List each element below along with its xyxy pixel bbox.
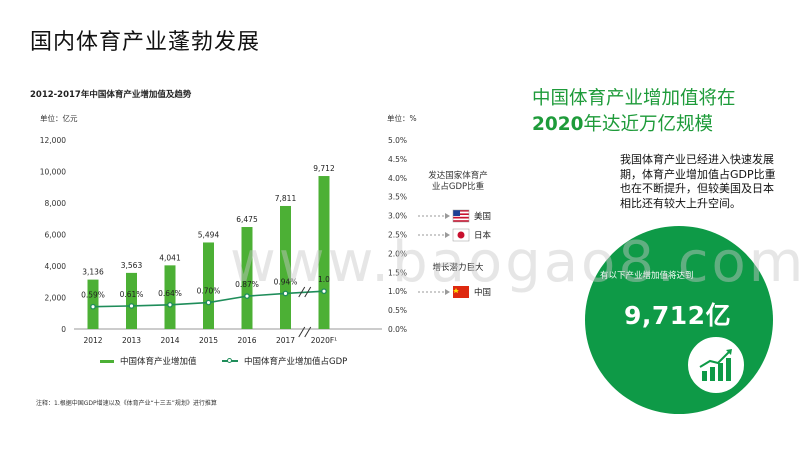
axis-break-mark [304, 286, 312, 298]
right-tick-label: 2.5% [388, 231, 407, 240]
page-title: 国内体育产业蓬勃发展 [30, 30, 261, 55]
right-axis-unit: 单位：% [387, 114, 417, 123]
headline-rest: 年达近万亿规模 [583, 114, 714, 135]
china-flag-star [453, 288, 459, 293]
category-label: 2017 [276, 336, 295, 345]
right-tick-label: 4.5% [388, 155, 407, 164]
bar-value-label: 3,136 [82, 268, 104, 277]
bar-value-label: 5,494 [198, 230, 220, 239]
share-value-label: 0.61% [120, 290, 144, 299]
legend-line-marker [227, 358, 232, 363]
us-flag-stripe [453, 218, 469, 221]
us-flag-canton [453, 210, 460, 216]
right-tick-label: 1.5% [388, 268, 407, 277]
axis-break-mark [304, 326, 312, 338]
share-value-label: 0.87% [235, 280, 259, 289]
arrow-head [445, 232, 450, 238]
description-text: 我国体育产业已经进入快速发展期，体育产业增加值占GDP比重也在不断提升，但较美国… [620, 153, 776, 210]
right-tick-label: 4.0% [388, 174, 407, 183]
category-label: 2015 [199, 336, 218, 345]
us-flag-stripe [453, 216, 469, 219]
axis-break-mark [298, 286, 306, 298]
growth-chart-icon [686, 335, 746, 395]
japan-flag-sun [457, 231, 465, 239]
left-axis-unit: 单位：亿元 [40, 114, 78, 123]
highlight-bubble [585, 226, 773, 414]
share-point [90, 303, 96, 310]
bubble-value: 9,712亿 [624, 301, 732, 330]
chart-footnote: 注释：1.根据中国GDP增速以及《体育产业“十三五”规划》进行推算 [36, 400, 217, 407]
left-tick-label: 12,000 [40, 136, 66, 145]
share-value-label: 0.70% [197, 287, 221, 296]
headline: 中国体育产业增加值将在 2020年达近万亿规模 [532, 86, 782, 138]
category-label: 2012 [83, 336, 102, 345]
legend-bar-label: 中国体育产业增加值 [120, 357, 197, 367]
left-tick-label: 2,000 [45, 294, 67, 303]
country-label: 美国 [474, 211, 491, 222]
arrow-head [445, 289, 450, 295]
gap-label: 增长潜力巨大 [432, 262, 484, 273]
right-tick-label: 0.0% [388, 325, 407, 334]
us-flag [452, 209, 470, 223]
category-label: 2020F¹ [311, 336, 337, 345]
left-tick-label: 0 [61, 325, 66, 334]
us-flag-stripe [453, 210, 469, 212]
category-label: 2013 [122, 336, 141, 345]
bar-value-label: 6,475 [236, 215, 258, 224]
share-point [205, 299, 212, 306]
bar [164, 265, 176, 329]
share-value-label: 1.0 [318, 275, 330, 284]
right-tick-label: 3.5% [388, 193, 407, 202]
reference-title-line1: 发达国家体育产 [428, 170, 488, 181]
share-point [244, 293, 250, 299]
legend-line-label: 中国体育产业增加值占GDP [244, 357, 348, 367]
share-point [167, 301, 173, 308]
share-value-label: 0.59% [81, 291, 105, 300]
share-value-label: 0.94% [274, 277, 298, 286]
right-tick-label: 3.0% [388, 212, 407, 221]
bar-value-label: 9,712 [313, 164, 335, 173]
us-flag-stripe [453, 220, 469, 222]
bar-value-label: 3,563 [121, 261, 143, 270]
share-value-label: 0.64% [158, 289, 182, 298]
china-flag [453, 286, 469, 298]
country-label: 日本 [474, 230, 492, 241]
share-point [128, 303, 135, 309]
chart-title: 2012-2017年中国体育产业增加值及趋势 [30, 90, 192, 100]
bar [126, 272, 137, 329]
share-point [282, 290, 289, 297]
bar-value-label: 4,041 [159, 253, 181, 262]
right-tick-label: 5.0% [388, 136, 407, 145]
category-label: 2016 [237, 336, 256, 345]
right-tick-label: 0.5% [388, 306, 407, 315]
bar [241, 227, 253, 329]
left-tick-label: 8,000 [45, 199, 67, 208]
axis-break-mark [298, 326, 306, 338]
bar [280, 205, 291, 329]
country-label: 中国 [474, 287, 491, 298]
headline-line1: 中国体育产业增加值将在 [532, 88, 736, 109]
bar [203, 242, 214, 329]
right-tick-label: 2.0% [388, 249, 407, 258]
headline-year: 2020 [532, 114, 584, 135]
right-tick-label: 1.0% [388, 287, 407, 296]
arrow-head [445, 213, 450, 219]
left-tick-label: 10,000 [40, 168, 66, 177]
us-flag-stripe [453, 213, 469, 216]
left-tick-label: 6,000 [45, 231, 67, 240]
bubble-caption: 有以下产业增加值将达到 [600, 271, 694, 281]
us-flag-stripe [453, 211, 469, 214]
legend-bar-swatch [100, 360, 114, 363]
bar [318, 176, 330, 329]
share-point [321, 288, 327, 295]
reference-title-line2: 业占GDP比重 [432, 181, 485, 192]
category-label: 2014 [160, 336, 179, 345]
left-tick-label: 4,000 [45, 262, 67, 271]
bar-value-label: 7,811 [275, 194, 297, 203]
headline-line2: 2020年达近万亿规模 [532, 112, 782, 138]
us-flag-stripe [453, 215, 469, 217]
